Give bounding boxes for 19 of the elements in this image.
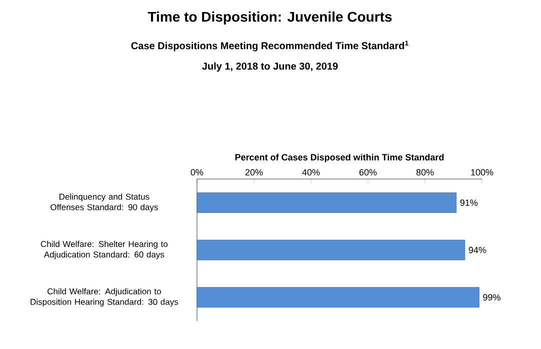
chart-title: Time to Disposition: Juvenile Courts [148, 11, 392, 25]
y-tick-label: Child Welfare: Adjudication to Disposition Hearing Standard: 30 days [30, 288, 178, 307]
y-tick-label: Delinquency and Status Offenses Standard: 90 days [50, 193, 158, 212]
x-tick-label: 20% [245, 169, 263, 176]
y-tick-label: Child Welfare: Shelter Hearing to Adjudication Standard: 60 days [40, 240, 168, 260]
text: July 1, 2018 to June 30, 2019 [202, 62, 338, 72]
x-axis-title: Percent of Cases Disposed within Time Standard [235, 154, 444, 162]
x-tick-label: 80% [416, 169, 434, 176]
data-label: 94% [468, 246, 486, 254]
x-tick-label: 60% [359, 169, 377, 176]
bar [196, 192, 457, 213]
x-tick-label: 0% [190, 169, 204, 176]
x-tick-label: 100% [471, 169, 494, 176]
chart-subtitle: Case Dispositions Meeting Recommended Time Standard$^{1}$ [131, 40, 408, 52]
bar [196, 287, 480, 308]
data-label: 91% [460, 199, 478, 206]
bar [196, 240, 466, 260]
x-tick-label: 40% [302, 169, 320, 176]
data-label: 99% [483, 294, 500, 301]
